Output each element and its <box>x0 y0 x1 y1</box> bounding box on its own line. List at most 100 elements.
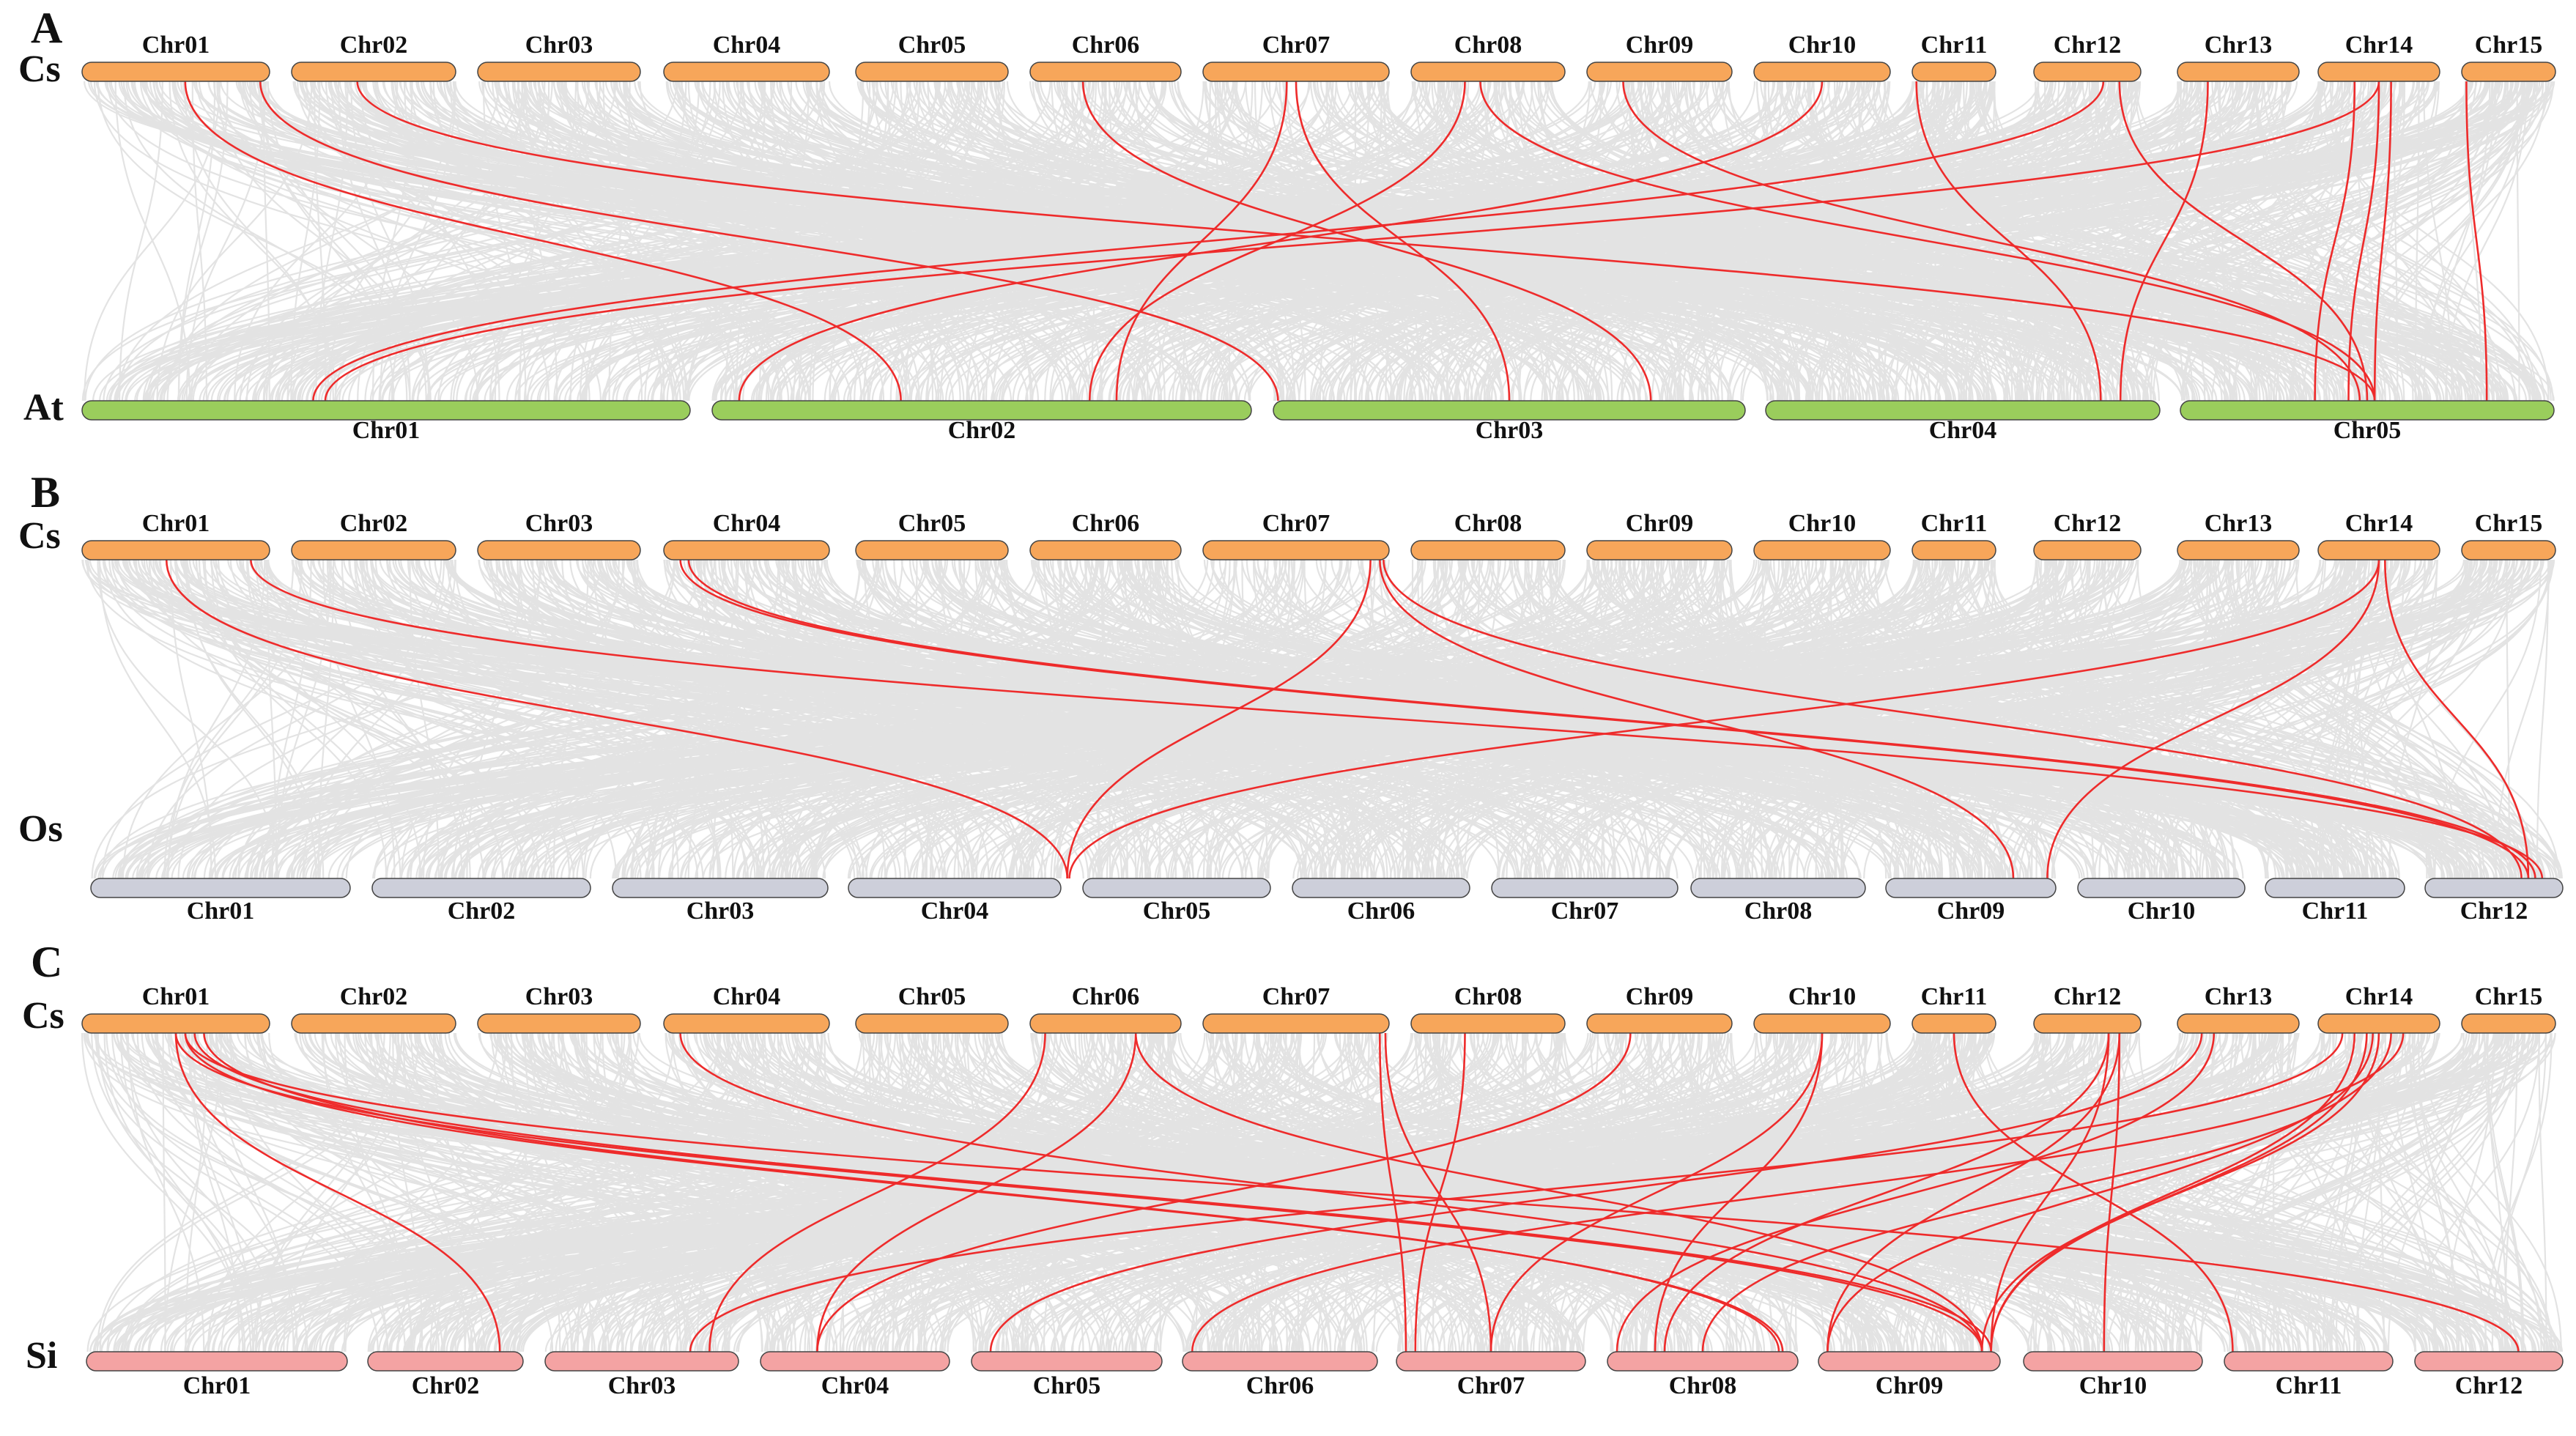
cs-chromosome-label-c-9: Chr09 <box>1626 983 1694 1010</box>
cs-chromosome-c-11 <box>1911 1013 1996 1034</box>
os-chromosome-3 <box>612 878 829 898</box>
os-chromosome-label-4: Chr04 <box>921 898 989 925</box>
os-chromosome-7 <box>1491 878 1679 898</box>
si-chromosome-label-2: Chr02 <box>412 1372 480 1399</box>
cs-chromosome-label-a-14: Chr14 <box>2345 32 2413 59</box>
panel-letter-c: C <box>31 938 62 986</box>
species-label-at: At <box>23 387 64 429</box>
os-chromosome-label-9: Chr09 <box>1937 898 2005 925</box>
collinear-link-c-10 <box>679 1032 1983 1352</box>
collinear-link-a-10 <box>738 81 1824 401</box>
at-chromosome-label-5: Chr05 <box>2333 417 2402 444</box>
collinear-link-a-11 <box>1915 81 2102 401</box>
collinear-link-b-8 <box>1068 559 2380 879</box>
os-chromosome-2 <box>371 878 591 898</box>
cs-chromosome-a-6 <box>1029 62 1182 82</box>
collinear-link-c-21 <box>2103 1032 2121 1352</box>
cs-chromosome-a-10 <box>1753 62 1891 82</box>
cs-chromosome-label-a-15: Chr15 <box>2475 32 2543 59</box>
collinear-link-a-19 <box>2465 81 2488 401</box>
cs-chromosome-b-7 <box>1202 540 1390 560</box>
si-chromosome-4 <box>760 1351 950 1372</box>
species-label-cs-b: Cs <box>18 515 61 557</box>
at-chromosome-label-1: Chr01 <box>352 417 421 444</box>
cs-chromosome-c-1 <box>81 1013 270 1034</box>
cs-chromosome-label-a-11: Chr11 <box>1921 32 1988 59</box>
cs-chromosome-label-a-8: Chr08 <box>1454 32 1522 59</box>
os-chromosome-label-8: Chr08 <box>1744 898 1813 925</box>
si-chromosome-2 <box>367 1351 524 1372</box>
collinear-link-a-12 <box>312 81 2105 401</box>
collinear-link-a-17 <box>2347 81 2380 401</box>
os-chromosome-label-12: Chr12 <box>2460 898 2528 925</box>
si-chromosome-7 <box>1396 1351 1586 1372</box>
background-synteny-a <box>81 81 2555 401</box>
cs-chromosome-label-b-12: Chr12 <box>2054 510 2122 537</box>
cs-chromosome-label-b-11: Chr11 <box>1921 510 1988 537</box>
cs-chromosome-b-9 <box>1586 540 1733 560</box>
cs-chromosome-label-a-7: Chr07 <box>1262 32 1330 59</box>
cs-chromosome-label-a-13: Chr13 <box>2205 32 2273 59</box>
cs-chromosome-b-11 <box>1911 540 1996 560</box>
species-label-si: Si <box>26 1335 57 1377</box>
collinear-link-b-1 <box>165 559 1068 879</box>
cs-chromosome-label-a-1: Chr01 <box>142 32 210 59</box>
at-chromosome-1 <box>81 400 691 421</box>
os-chromosome-label-1: Chr01 <box>187 898 255 925</box>
cs-chromosome-b-2 <box>291 540 456 560</box>
cs-chromosome-a-4 <box>663 62 830 82</box>
os-chromosome-9 <box>1885 878 2057 898</box>
at-chromosome-5 <box>2180 400 2555 421</box>
cs-chromosome-a-2 <box>291 62 456 82</box>
at-chromosome-label-4: Chr04 <box>1929 417 1997 444</box>
cs-chromosome-c-7 <box>1202 1013 1390 1034</box>
collinear-link-c-9 <box>1134 1032 1983 1352</box>
cs-chromosome-a-12 <box>2033 62 2142 82</box>
cs-chromosome-label-b-2: Chr02 <box>340 510 408 537</box>
si-chromosome-label-5: Chr05 <box>1033 1372 1101 1399</box>
collinear-link-b-6 <box>1379 559 2015 879</box>
collinear-link-a-2 <box>259 81 1279 401</box>
collinear-link-c-30 <box>1191 1032 2405 1352</box>
panel-letter-a: A <box>31 4 62 52</box>
si-chromosome-label-1: Chr01 <box>183 1372 251 1399</box>
cs-chromosome-c-10 <box>1753 1013 1891 1034</box>
cs-chromosome-a-14 <box>2317 62 2440 82</box>
cs-chromosome-b-8 <box>1410 540 1566 560</box>
cs-chromosome-label-a-2: Chr02 <box>340 32 408 59</box>
os-chromosome-label-11: Chr11 <box>2302 898 2369 925</box>
collinear-link-b-4 <box>687 559 2536 879</box>
cs-chromosome-label-c-1: Chr01 <box>142 983 210 1010</box>
cs-chromosome-label-a-5: Chr05 <box>898 32 966 59</box>
species-label-cs-a: Cs <box>18 48 61 90</box>
collinear-link-c-24 <box>689 1032 2344 1352</box>
background-synteny-c <box>81 1032 2563 1352</box>
cs-chromosome-label-c-8: Chr08 <box>1454 983 1522 1010</box>
cs-chromosome-label-c-4: Chr04 <box>713 983 781 1010</box>
cs-chromosome-c-5 <box>855 1013 1009 1034</box>
cs-chromosome-label-b-9: Chr09 <box>1626 510 1694 537</box>
at-chromosome-2 <box>711 400 1252 421</box>
cs-chromosome-label-b-3: Chr03 <box>525 510 593 537</box>
collinear-link-c-14 <box>816 1032 1632 1352</box>
cs-chromosome-label-b-15: Chr15 <box>2475 510 2543 537</box>
cs-chromosome-b-15 <box>2461 540 2556 560</box>
collinear-link-a-4 <box>1295 81 1511 401</box>
os-chromosome-1 <box>90 878 351 898</box>
collinear-link-c-5 <box>174 1032 1983 1352</box>
si-chromosome-6 <box>1182 1351 1378 1372</box>
cs-chromosome-c-4 <box>663 1013 830 1034</box>
cs-chromosome-c-13 <box>2177 1013 2300 1034</box>
background-synteny-b <box>81 559 2563 879</box>
collinear-link-c-13 <box>1414 1032 1466 1352</box>
cs-chromosome-b-10 <box>1753 540 1891 560</box>
cs-chromosome-b-6 <box>1029 540 1182 560</box>
cs-chromosome-c-12 <box>2033 1013 2142 1034</box>
cs-chromosome-c-15 <box>2461 1013 2556 1034</box>
cs-chromosome-b-3 <box>477 540 641 560</box>
cs-chromosome-c-2 <box>291 1013 456 1034</box>
cs-chromosome-label-b-1: Chr01 <box>142 510 210 537</box>
collinear-link-b-5 <box>1066 559 1372 879</box>
collinear-link-c-11 <box>1379 1032 1407 1352</box>
